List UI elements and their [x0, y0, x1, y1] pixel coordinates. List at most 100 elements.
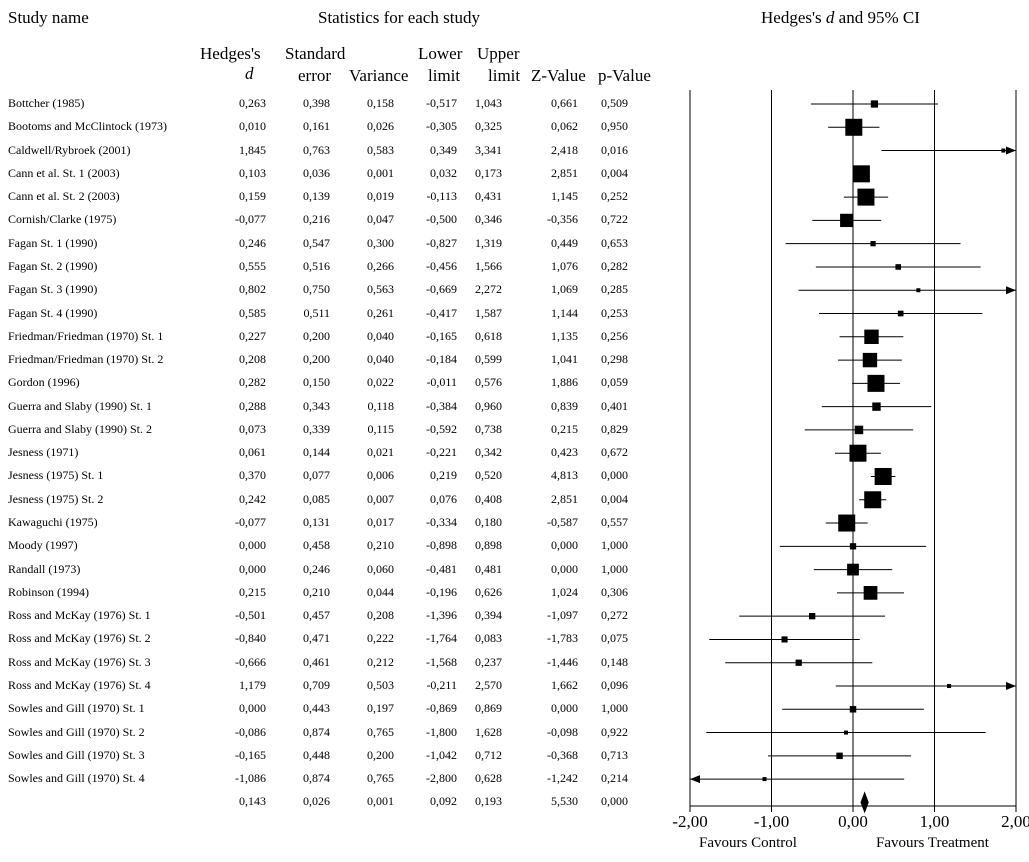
favours-control-label: Favours Control — [699, 835, 797, 851]
cell-p: 0,653 — [601, 235, 628, 250]
cell-p: 0,059 — [601, 375, 628, 390]
cell-d: 0,073 — [239, 421, 266, 436]
table-row: Fagan St. 1 (1990) 0,246 0,547 0,300 -0,827 1… — [0, 236, 680, 260]
cell-z: 2,418 — [551, 142, 578, 157]
cell-var: 0,022 — [367, 375, 394, 390]
cell-se: 0,874 — [303, 724, 330, 739]
plot-title-var: d — [825, 8, 835, 27]
table-row: Ross and McKay (1976) St. 2 -0,840 0,471 0,… — [0, 631, 680, 655]
cell-lower: -0,456 — [426, 258, 457, 273]
cell-p: 0,214 — [601, 771, 628, 786]
study-point — [857, 188, 875, 206]
cell-se: 0,461 — [303, 654, 330, 669]
col-d-line1: Hedges's — [200, 44, 261, 63]
cell-se: 0,161 — [303, 119, 330, 134]
study-point — [836, 752, 843, 760]
cell-p: 0,722 — [601, 212, 628, 227]
cell-var: 0,210 — [367, 538, 394, 553]
cell-lower: 0,219 — [430, 468, 457, 483]
cell-var: 0,019 — [367, 189, 394, 204]
cell-upper: 1,043 — [475, 96, 502, 110]
cell-upper: 0,712 — [475, 747, 502, 762]
cell-p: 0,148 — [601, 654, 628, 669]
cell-upper: 1,566 — [475, 258, 502, 273]
cell-var: 0,200 — [367, 747, 394, 762]
cell-upper: 0,237 — [475, 654, 502, 669]
cell-p: 0,922 — [601, 724, 628, 739]
study-name: Bootoms and McClintock (1973) — [8, 119, 167, 134]
cell-lower: -0,500 — [426, 212, 457, 227]
cell-lower: -1,042 — [426, 747, 457, 762]
cell-var: 0,261 — [367, 305, 394, 320]
cell-var: 0,001 — [367, 165, 394, 180]
cell-d: 0,227 — [239, 328, 266, 343]
study-name: Guerra and Slaby (1990) St. 2 — [8, 421, 152, 436]
cell-d: -0,077 — [235, 515, 266, 530]
cell-p: 0,000 — [601, 468, 628, 483]
cell-z: 4,813 — [551, 468, 578, 483]
cell-p: 0,096 — [601, 678, 628, 692]
cell-d: 1,179 — [239, 678, 266, 692]
cell-d: 0,555 — [239, 258, 266, 273]
study-point — [895, 264, 902, 270]
study-point — [843, 730, 848, 735]
cell-z: 1,024 — [551, 584, 578, 599]
cell-p: 0,075 — [601, 631, 628, 646]
x-tick-label: 2,00 — [1001, 812, 1029, 831]
cell-upper: 0,599 — [475, 352, 502, 367]
cell-se: 0,200 — [303, 328, 330, 343]
study-point — [781, 636, 788, 643]
study-name: Friedman/Friedman (1970) St. 2 — [8, 352, 164, 367]
table-row: Gordon (1996) 0,282 0,150 0,022 -0,011 0,576 1… — [0, 375, 680, 399]
cell-se: 0,343 — [303, 398, 330, 413]
cell-var: 0,563 — [367, 282, 394, 297]
cell-z: 1,041 — [551, 352, 578, 367]
cell-var: 0,040 — [367, 352, 394, 367]
cell-lower: -0,305 — [426, 119, 457, 134]
cell-d: 0,288 — [239, 398, 266, 413]
cell-upper: 0,325 — [475, 119, 502, 134]
x-tick-label: -2,00 — [672, 812, 708, 831]
cell-lower: -0,384 — [426, 398, 457, 413]
cell-upper: 0,394 — [475, 608, 502, 623]
cell-lower: -0,211 — [426, 678, 457, 692]
cell-z: 1,144 — [551, 305, 578, 320]
cell-d: 0,103 — [239, 165, 266, 180]
study-point — [874, 467, 892, 485]
study-name: Guerra and Slaby (1990) St. 1 — [8, 398, 152, 413]
plot-title: Hedges's d and 95% CI — [761, 8, 920, 28]
cell-var: 0,118 — [367, 398, 394, 413]
study-name: Friedman/Friedman (1970) St. 1 — [8, 328, 164, 343]
cell-p: 0,282 — [601, 258, 628, 273]
study-point — [1001, 148, 1006, 153]
cell-z: 1,662 — [551, 678, 578, 692]
study-point — [762, 777, 767, 782]
cell-lower: -2,800 — [426, 771, 457, 786]
statistics-header: Statistics for each study — [318, 8, 480, 27]
cell-d: 0,061 — [239, 445, 266, 460]
col-d-line2-text: d — [245, 64, 254, 83]
cell-se: 0,458 — [303, 538, 330, 553]
cell-se: 0,448 — [303, 747, 330, 762]
cell-p: 0,253 — [601, 305, 628, 320]
col-upper-line2: limit — [488, 66, 521, 85]
study-point — [840, 213, 854, 228]
table-row: Sowles and Gill (1970) St. 2 -0,086 0,874 0… — [0, 725, 680, 749]
table-row: Guerra and Slaby (1990) St. 1 0,288 0,343 0… — [0, 399, 680, 423]
cell-lower: -0,481 — [426, 561, 457, 576]
cell-upper: 0,628 — [475, 771, 502, 786]
cell-lower: -0,417 — [426, 305, 457, 320]
cell-se: 0,210 — [303, 584, 330, 599]
cell-lower: 0,076 — [430, 491, 457, 506]
cell-p: 1,000 — [601, 561, 628, 576]
cell-lower: -1,764 — [426, 631, 457, 646]
cell-z: 0,215 — [551, 421, 578, 436]
cell-p: 0,000 — [601, 794, 628, 809]
cell-upper: 0,618 — [475, 328, 502, 343]
cell-upper: 0,520 — [475, 468, 502, 483]
cell-lower: -0,827 — [426, 235, 457, 250]
cell-lower: -0,184 — [426, 352, 457, 367]
cell-upper: 0,173 — [475, 165, 502, 180]
cell-se: 0,216 — [303, 212, 330, 227]
